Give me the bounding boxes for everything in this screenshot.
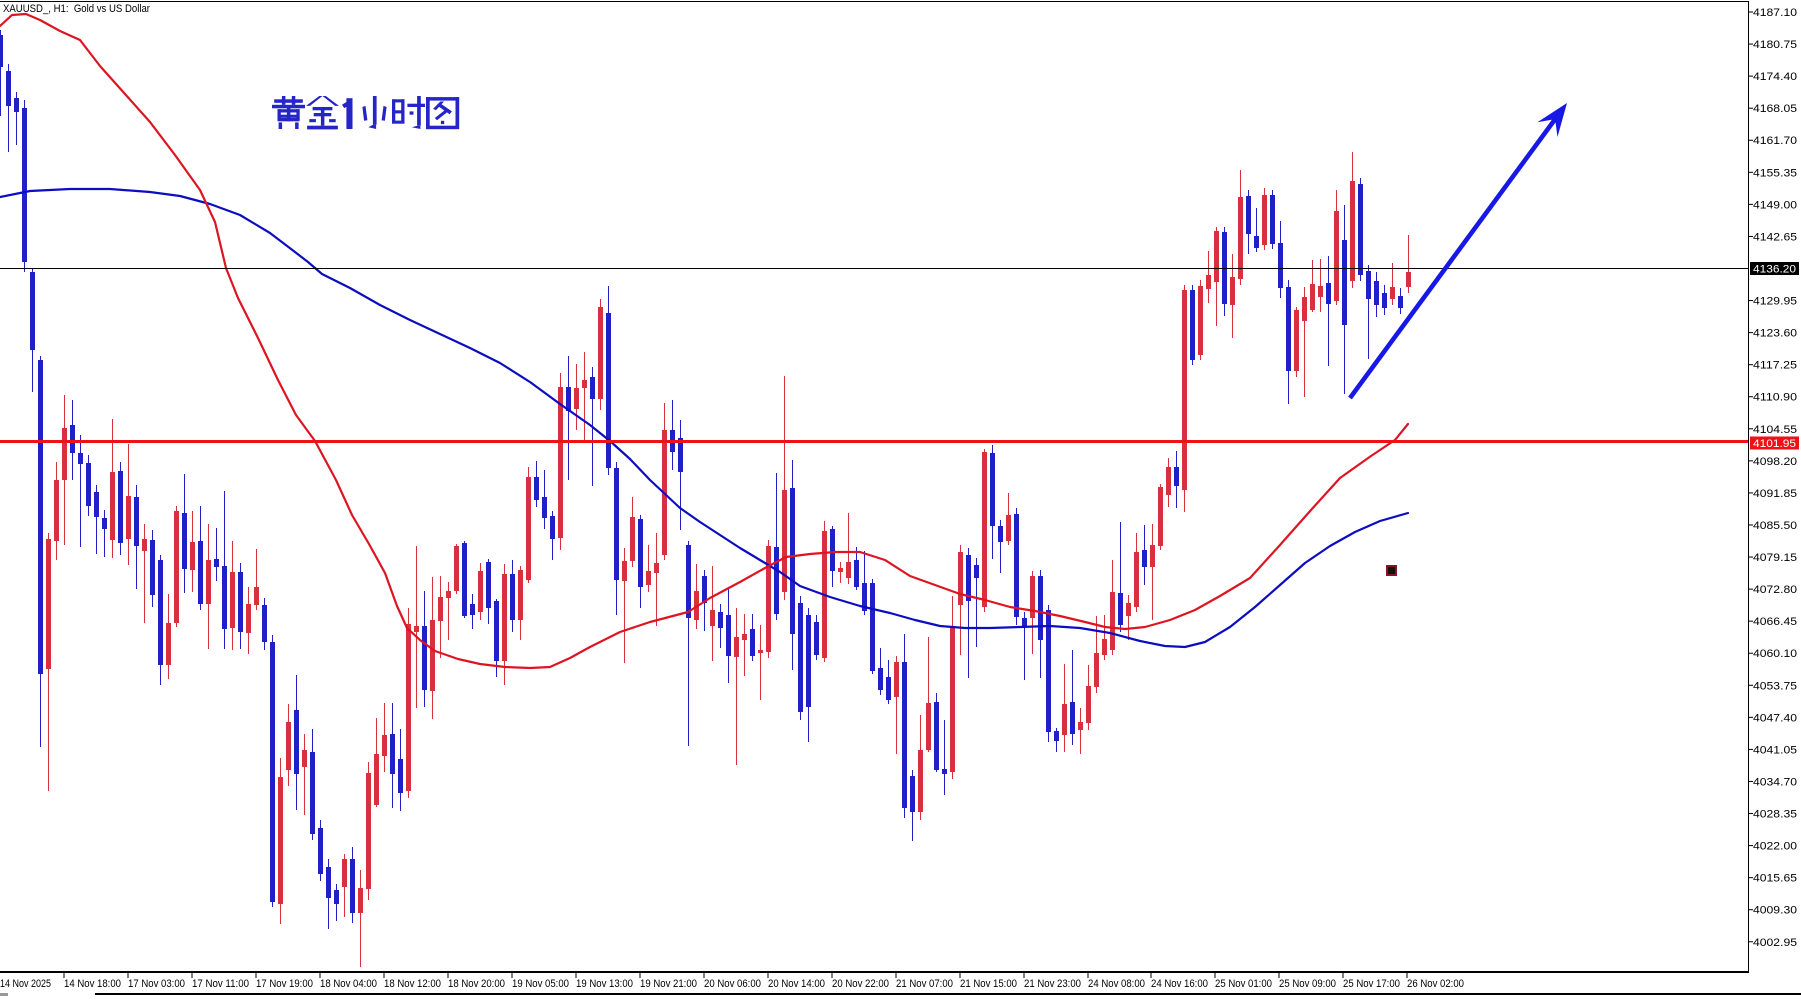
- svg-text:4085.50: 4085.50: [1753, 520, 1797, 532]
- svg-text:4129.95: 4129.95: [1753, 296, 1797, 308]
- svg-text:18 Nov 20:00: 18 Nov 20:00: [448, 978, 505, 990]
- svg-text:21 Nov 23:00: 21 Nov 23:00: [1024, 978, 1081, 990]
- svg-text:24 Nov 16:00: 24 Nov 16:00: [1151, 978, 1208, 990]
- svg-text:17 Nov 19:00: 17 Nov 19:00: [256, 978, 313, 990]
- svg-text:4041.05: 4041.05: [1753, 744, 1797, 756]
- svg-text:4047.40: 4047.40: [1753, 712, 1797, 724]
- svg-text:4072.80: 4072.80: [1753, 584, 1797, 596]
- svg-text:4142.65: 4142.65: [1753, 231, 1797, 243]
- svg-text:4028.35: 4028.35: [1753, 809, 1797, 821]
- svg-text:20 Nov 22:00: 20 Nov 22:00: [832, 978, 889, 990]
- svg-text:4168.05: 4168.05: [1753, 103, 1797, 115]
- svg-text:18 Nov 12:00: 18 Nov 12:00: [384, 978, 441, 990]
- svg-text:25 Nov 17:00: 25 Nov 17:00: [1343, 978, 1400, 990]
- svg-text:19 Nov 05:00: 19 Nov 05:00: [512, 978, 569, 990]
- svg-text:25 Nov 09:00: 25 Nov 09:00: [1279, 978, 1336, 990]
- svg-text:4098.20: 4098.20: [1753, 456, 1797, 468]
- svg-text:4091.85: 4091.85: [1753, 488, 1797, 500]
- svg-text:4180.75: 4180.75: [1753, 39, 1797, 51]
- svg-text:4079.15: 4079.15: [1753, 552, 1797, 564]
- svg-text:4110.90: 4110.90: [1753, 392, 1797, 404]
- svg-text:19 Nov 21:00: 19 Nov 21:00: [640, 978, 697, 990]
- svg-text:4155.35: 4155.35: [1753, 167, 1797, 179]
- svg-text:4136.20: 4136.20: [1753, 264, 1796, 276]
- svg-text:4022.00: 4022.00: [1753, 841, 1797, 853]
- svg-text:21 Nov 07:00: 21 Nov 07:00: [896, 978, 953, 990]
- svg-text:18 Nov 04:00: 18 Nov 04:00: [320, 978, 377, 990]
- svg-text:20 Nov 14:00: 20 Nov 14:00: [768, 978, 825, 990]
- svg-text:4161.70: 4161.70: [1753, 135, 1797, 147]
- svg-text:4034.70: 4034.70: [1753, 777, 1797, 789]
- svg-text:24 Nov 08:00: 24 Nov 08:00: [1088, 978, 1145, 990]
- svg-text:XAUUSD_, H1: Gold vs US Dolla: XAUUSD_, H1: Gold vs US Dollar: [3, 3, 150, 15]
- svg-text:4104.55: 4104.55: [1753, 424, 1797, 436]
- svg-text:25 Nov 01:00: 25 Nov 01:00: [1215, 978, 1272, 990]
- svg-text:4174.40: 4174.40: [1753, 71, 1797, 83]
- svg-text:4009.30: 4009.30: [1753, 905, 1797, 917]
- svg-text:4101.95: 4101.95: [1753, 438, 1796, 450]
- svg-text:19 Nov 13:00: 19 Nov 13:00: [576, 978, 633, 990]
- svg-text:4066.45: 4066.45: [1753, 616, 1797, 628]
- svg-text:4123.60: 4123.60: [1753, 328, 1797, 340]
- svg-text:21 Nov 15:00: 21 Nov 15:00: [960, 978, 1017, 990]
- svg-text:17 Nov 03:00: 17 Nov 03:00: [128, 978, 185, 990]
- svg-text:4149.00: 4149.00: [1753, 199, 1797, 211]
- svg-text:14 Nov 18:00: 14 Nov 18:00: [64, 978, 121, 990]
- svg-text:14 Nov 2025: 14 Nov 2025: [0, 978, 51, 990]
- svg-text:4117.25: 4117.25: [1753, 360, 1797, 372]
- svg-text:4002.95: 4002.95: [1753, 937, 1797, 949]
- svg-text:17 Nov 11:00: 17 Nov 11:00: [192, 978, 249, 990]
- svg-text:4015.65: 4015.65: [1753, 873, 1797, 885]
- svg-text:4187.10: 4187.10: [1753, 7, 1797, 19]
- svg-text:26 Nov 02:00: 26 Nov 02:00: [1407, 978, 1464, 990]
- svg-text:4060.10: 4060.10: [1753, 648, 1797, 660]
- svg-text:4053.75: 4053.75: [1753, 680, 1797, 692]
- svg-text:20 Nov 06:00: 20 Nov 06:00: [704, 978, 761, 990]
